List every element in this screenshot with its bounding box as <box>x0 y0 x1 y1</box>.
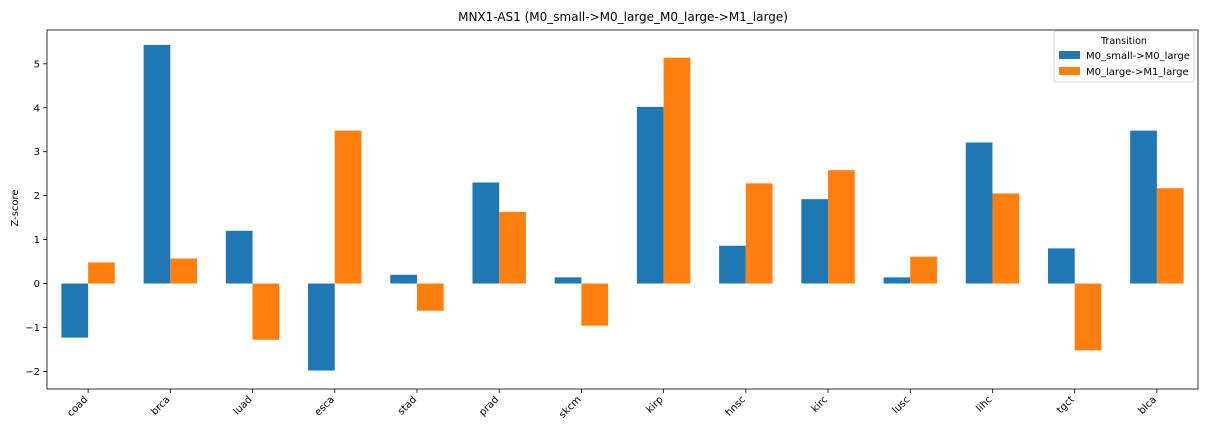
bar-kirc-series-1 <box>801 199 829 284</box>
chart-title: MNX1-AS1 (M0_small->M0_large_M0_large->M… <box>458 10 788 24</box>
legend: Transition M0_small->M0_large M0_large->… <box>1053 30 1195 83</box>
x-tick-label-lihc: lihc <box>974 394 994 414</box>
x-tick-label-skcm: skcm <box>557 394 583 420</box>
bar-stad-series-1 <box>390 274 417 284</box>
x-tick-label-kirp: kirp <box>644 394 665 415</box>
legend-label-series-1: M0_small->M0_large <box>1086 51 1190 62</box>
bar-tgct-series-2 <box>1074 283 1102 351</box>
bar-lusc-series-1 <box>883 277 911 284</box>
bar-lihc-series-2 <box>992 193 1020 284</box>
x-tick-label-hnsc: hnsc <box>724 394 748 418</box>
x-tick-label-esca: esca <box>313 394 337 418</box>
bar-prad-series-1 <box>472 182 500 284</box>
bar-coad-series-1 <box>61 283 89 338</box>
x-tick-label-lusc: lusc <box>891 394 913 416</box>
x-tick-label-luad: luad <box>232 394 255 417</box>
x-tick-label-blca: blca <box>1137 394 1159 416</box>
legend-swatch-series-2 <box>1059 67 1080 75</box>
y-axis: −2 −1 0 1 2 3 4 5 <box>25 59 47 378</box>
legend-box <box>1053 30 1195 83</box>
x-tick-label-tgct: tgct <box>1055 394 1077 416</box>
y-tick-label: −2 <box>25 367 40 378</box>
bar-kirc-series-2 <box>828 170 855 284</box>
bar-hnsc-series-2 <box>745 183 773 284</box>
bar-luad-series-1 <box>225 230 253 284</box>
bar-skcm-series-1 <box>554 277 582 284</box>
bar-skcm-series-2 <box>581 283 609 326</box>
bar-tgct-series-1 <box>1047 248 1075 284</box>
bar-coad-series-2 <box>88 262 115 284</box>
legend-swatch-series-1 <box>1059 51 1080 59</box>
legend-label-series-2: M0_large->M1_large <box>1086 67 1189 78</box>
y-tick-label: 0 <box>34 279 40 290</box>
bar-esca-series-2 <box>334 130 362 284</box>
plot-frame <box>46 29 1199 390</box>
x-tick-label-stad: stad <box>396 394 419 417</box>
y-tick-label: 4 <box>34 103 40 114</box>
y-tick-label: −1 <box>25 323 40 334</box>
bar-stad-series-2 <box>416 283 444 311</box>
bar-brca-series-1 <box>143 44 171 284</box>
bar-lusc-series-2 <box>910 256 937 284</box>
bar-prad-series-2 <box>499 211 526 284</box>
bar-brca-series-2 <box>170 258 198 284</box>
bar-blca-series-2 <box>1156 188 1184 284</box>
bar-kirp-series-1 <box>636 106 664 284</box>
x-tick-label-coad: coad <box>65 394 90 419</box>
legend-title: Transition <box>1100 36 1147 47</box>
bar-esca-series-1 <box>308 283 335 371</box>
y-tick-label: 5 <box>34 59 40 70</box>
bars-group <box>61 44 1184 371</box>
bar-blca-series-1 <box>1130 130 1157 284</box>
y-axis-label: Z-score <box>10 189 21 226</box>
y-tick-label: 3 <box>34 147 40 158</box>
y-tick-label: 2 <box>34 191 40 202</box>
x-tick-label-kirc: kirc <box>810 394 830 414</box>
y-tick-label: 1 <box>34 235 40 246</box>
bar-kirp-series-2 <box>663 57 691 284</box>
x-axis: coad brca luad esca stad prad skcm kirp hnsc kirc… <box>65 389 1159 421</box>
x-tick-label-brca: brca <box>149 394 172 417</box>
bar-hnsc-series-1 <box>719 245 746 284</box>
bar-lihc-series-1 <box>965 142 993 284</box>
bar-luad-series-2 <box>252 283 280 340</box>
x-tick-label-prad: prad <box>477 394 501 418</box>
